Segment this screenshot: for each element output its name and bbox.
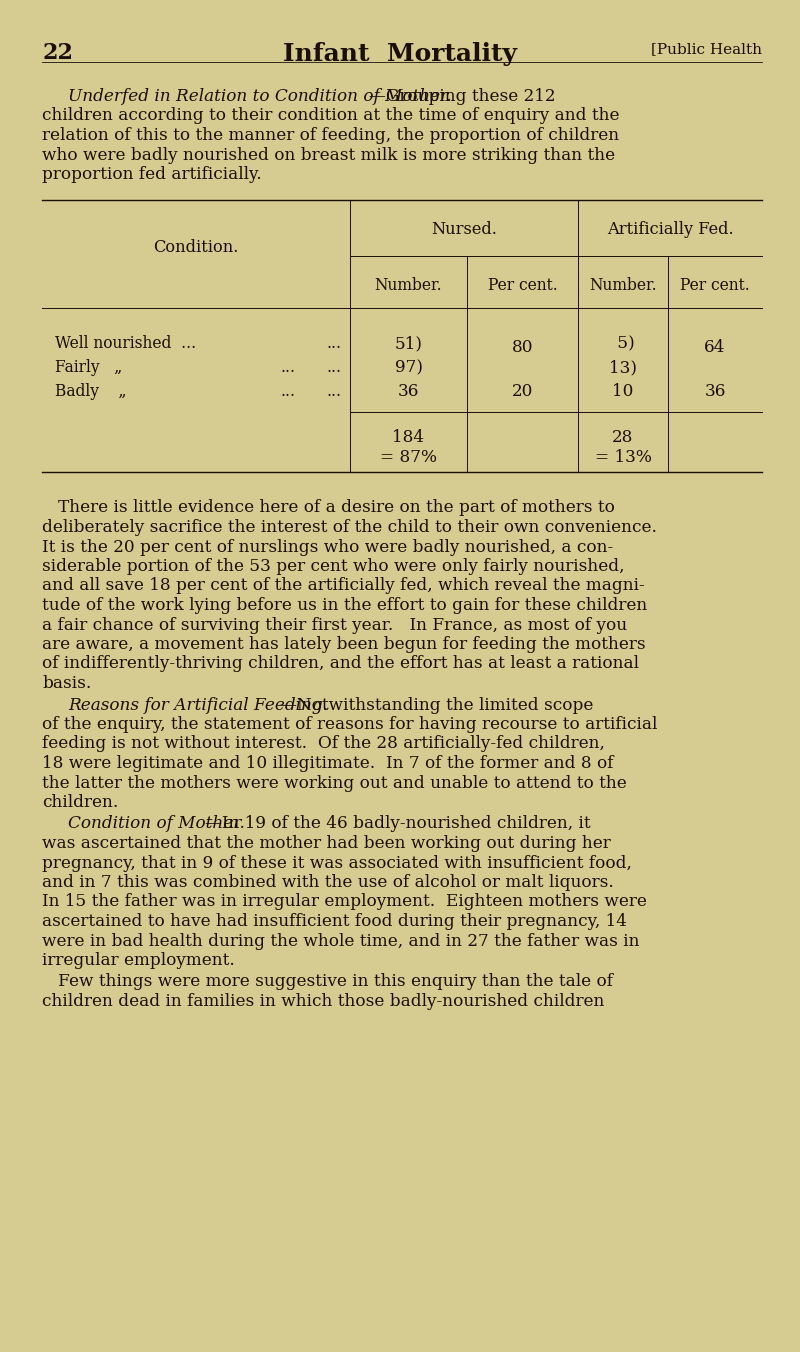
- Text: 18 were legitimate and 10 illegitimate.  In 7 of the former and 8 of: 18 were legitimate and 10 illegitimate. …: [42, 754, 614, 772]
- Text: the latter the mothers were working out and unable to attend to the: the latter the mothers were working out …: [42, 775, 626, 791]
- Text: Artificially Fed.: Artificially Fed.: [606, 222, 734, 238]
- Text: In 15 the father was in irregular employment.  Eighteen mothers were: In 15 the father was in irregular employ…: [42, 894, 647, 910]
- Text: who were badly nourished on breast milk is more striking than the: who were badly nourished on breast milk …: [42, 146, 615, 164]
- Text: Condition.: Condition.: [154, 239, 238, 257]
- Text: and all save 18 per cent of the artificially fed, which reveal the magni-: and all save 18 per cent of the artifici…: [42, 577, 645, 595]
- Text: Per cent.: Per cent.: [680, 277, 750, 295]
- Text: of indifferently-thriving children, and the effort has at least a rational: of indifferently-thriving children, and …: [42, 656, 639, 672]
- Text: children dead in families in which those badly-nourished children: children dead in families in which those…: [42, 992, 604, 1010]
- Text: tude of the work lying before us in the effort to gain for these children: tude of the work lying before us in the …: [42, 598, 647, 614]
- Text: There is little evidence here of a desire on the part of mothers to: There is little evidence here of a desir…: [42, 499, 615, 516]
- Text: children according to their condition at the time of enquiry and the: children according to their condition at…: [42, 108, 619, 124]
- Text: children.: children.: [42, 794, 118, 811]
- Text: 13): 13): [609, 360, 637, 376]
- Text: of the enquiry, the statement of reasons for having recourse to artificial: of the enquiry, the statement of reasons…: [42, 717, 658, 733]
- Text: 5): 5): [612, 335, 634, 353]
- Text: Fairly   „: Fairly „: [55, 360, 122, 376]
- Text: Few things were more suggestive in this enquiry than the tale of: Few things were more suggestive in this …: [42, 973, 613, 991]
- Text: a fair chance of surviving their first year.   In France, as most of you: a fair chance of surviving their first y…: [42, 617, 627, 634]
- Text: —Notwithstanding the limited scope: —Notwithstanding the limited scope: [280, 696, 594, 714]
- Text: 80: 80: [512, 339, 534, 356]
- Text: Nursed.: Nursed.: [431, 222, 497, 238]
- Text: 97): 97): [394, 360, 422, 376]
- Text: was ascertained that the mother had been working out during her: was ascertained that the mother had been…: [42, 836, 610, 852]
- Text: basis.: basis.: [42, 675, 91, 692]
- Text: 184: 184: [393, 430, 425, 446]
- Text: 22: 22: [42, 42, 73, 64]
- Text: and in 7 this was combined with the use of alcohol or malt liquors.: and in 7 this was combined with the use …: [42, 873, 614, 891]
- Text: feeding is not without interest.  Of the 28 artificially-fed children,: feeding is not without interest. Of the …: [42, 735, 605, 753]
- Text: 28: 28: [612, 430, 634, 446]
- Text: are aware, a movement has lately been begun for feeding the mothers: are aware, a movement has lately been be…: [42, 635, 646, 653]
- Text: relation of this to the manner of feeding, the proportion of children: relation of this to the manner of feedin…: [42, 127, 619, 145]
- Text: 64: 64: [704, 339, 726, 356]
- Text: Badly    „: Badly „: [55, 384, 126, 400]
- Text: ascertained to have had insufficient food during their pregnancy, 14: ascertained to have had insufficient foo…: [42, 913, 627, 930]
- Text: Reasons for Artificial Feeding.: Reasons for Artificial Feeding.: [68, 696, 328, 714]
- Text: pregnancy, that in 9 of these it was associated with insufficient food,: pregnancy, that in 9 of these it was ass…: [42, 854, 632, 872]
- Text: ...: ...: [280, 360, 295, 376]
- Text: = 87%: = 87%: [380, 449, 437, 466]
- Text: Infant  Mortality: Infant Mortality: [283, 42, 517, 66]
- Text: Underfed in Relation to Condition of Mother.: Underfed in Relation to Condition of Mot…: [68, 88, 452, 105]
- Text: Well nourished  ...: Well nourished ...: [55, 335, 196, 353]
- Text: ...: ...: [280, 384, 295, 400]
- Text: —In 19 of the 46 badly-nourished children, it: —In 19 of the 46 badly-nourished childre…: [205, 815, 590, 833]
- Text: ...: ...: [327, 384, 342, 400]
- Text: ...: ...: [327, 360, 342, 376]
- Text: ...: ...: [327, 335, 342, 353]
- Text: [Public Health: [Public Health: [651, 42, 762, 55]
- Text: Number.: Number.: [374, 277, 442, 295]
- Text: Condition of Mother.: Condition of Mother.: [68, 815, 245, 833]
- Text: deliberately sacrifice the interest of the child to their own convenience.: deliberately sacrifice the interest of t…: [42, 519, 657, 535]
- Text: = 13%: = 13%: [594, 449, 651, 466]
- Text: irregular employment.: irregular employment.: [42, 952, 235, 969]
- Text: 20: 20: [512, 384, 533, 400]
- Text: proportion fed artificially.: proportion fed artificially.: [42, 166, 262, 183]
- Text: It is the 20 per cent of nurslings who were badly nourished, a con-: It is the 20 per cent of nurslings who w…: [42, 538, 614, 556]
- Text: 36: 36: [704, 384, 726, 400]
- Text: Per cent.: Per cent.: [488, 277, 558, 295]
- Text: —Grouping these 212: —Grouping these 212: [370, 88, 556, 105]
- Text: Number.: Number.: [589, 277, 657, 295]
- Text: 10: 10: [612, 384, 634, 400]
- Text: 51): 51): [394, 335, 422, 353]
- Text: were in bad health during the whole time, and in 27 the father was in: were in bad health during the whole time…: [42, 933, 639, 949]
- Text: siderable portion of the 53 per cent who were only fairly nourished,: siderable portion of the 53 per cent who…: [42, 558, 625, 575]
- Text: 36: 36: [398, 384, 419, 400]
